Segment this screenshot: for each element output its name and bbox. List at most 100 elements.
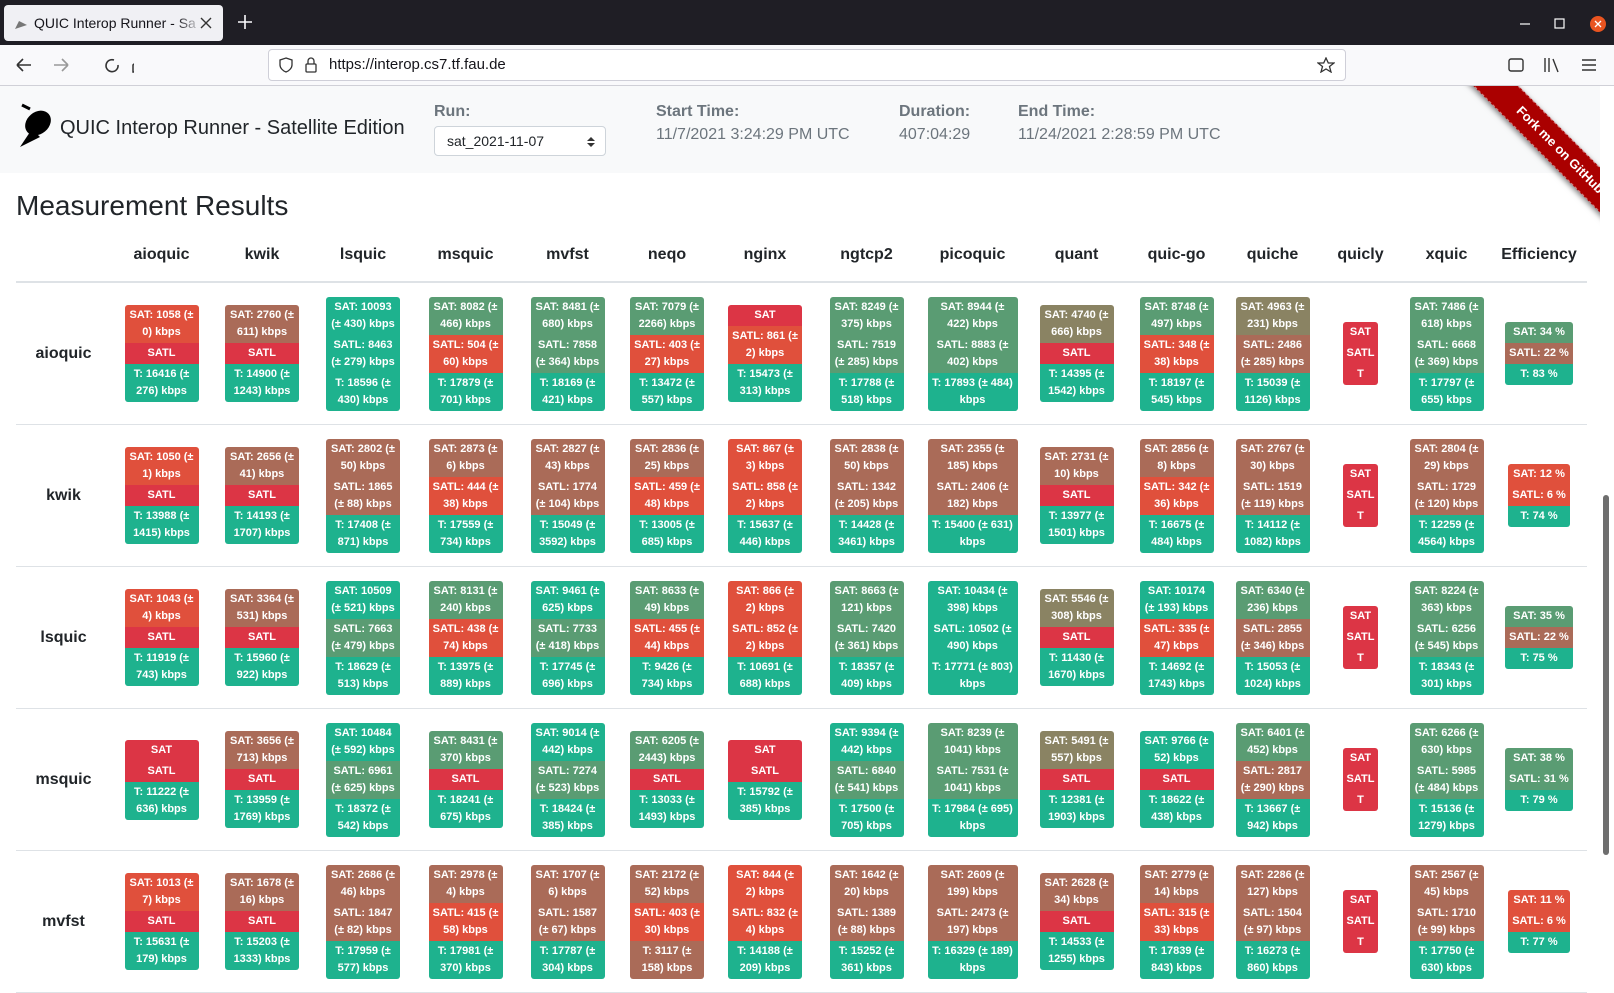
result-cell: SAT: 8431 (± 370) kbps SATL T: 18241 (± 67… [414,709,517,851]
result-badge: SAT: 8748 (± 497) kbps [1139,296,1214,335]
start-label: Start Time: [656,103,740,120]
result-cell: SAT: 8082 (± 466) kbps SATL: 504 (± 60) k… [414,283,517,425]
result-badge: T: 18622 (± 438) kbps [1139,790,1214,828]
result-badge: SAT: 1013 (± 7) kbps [124,873,199,911]
column-header: msquic [414,228,517,283]
badge-group: SAT: 3364 (± 531) kbps SATL T: 15960 (± 92… [225,589,299,686]
badge-group: SAT: 2978 (± 4) kbps SATL: 415 (± 58) kbp… [428,864,503,979]
result-badge: SAT [1342,322,1379,343]
result-badge: SATL: 1342 (± 205) kbps [829,476,904,515]
address-bar[interactable]: https://interop.cs7.tf.fau.de [268,49,1346,81]
result-badge: SATL: 6840 (± 541) kbps [829,760,904,799]
result-badge: SAT: 2767 (± 30) kbps [1235,438,1310,477]
result-cell: SAT: 6266 (± 630) kbps SATL: 5985 (± 484)… [1402,709,1491,851]
bookmark-star[interactable] [1317,57,1335,73]
result-badge: SATL: 6 % [1508,485,1570,506]
result-badge: T: 16329 (± 189) kbps [927,940,1018,979]
badge-group: SAT: 9766 (± 52) kbps SATL T: 18622 (± 438… [1139,731,1214,828]
result-badge: SAT: 8131 (± 240) kbps [428,580,503,619]
run-select[interactable]: sat_2021-11-07 [434,126,606,156]
run-label: Run: [434,103,471,120]
badge-group: SAT: 6340 (± 236) kbps SATL: 2855 (± 346)… [1235,580,1310,695]
badge-group: SAT: 4963 (± 231) kbps SATL: 2486 (± 285)… [1235,296,1310,411]
result-badge: T: 16675 (± 484) kbps [1139,514,1214,553]
result-badge: SATL: 7531 (± 1041) kbps [927,760,1018,799]
result-badge: SAT: 2856 (± 8) kbps [1139,438,1214,477]
badge-group: SAT: 8131 (± 240) kbps SATL: 438 (± 74) k… [428,580,503,695]
badge-group: SAT: 867 (± 3) kbps SATL: 858 (± 2) kbps T… [728,438,802,553]
tab-close[interactable] [200,17,212,29]
column-header: nginx [716,228,814,283]
result-badge: T: 17500 (± 705) kbps [829,798,904,837]
result-badge: SATL: 31 % [1505,769,1573,790]
result-badge: SAT: 10093 (± 430) kbps [326,296,400,335]
result-badge: T: 17788 (± 518) kbps [829,372,904,411]
result-badge: T: 16273 (± 860) kbps [1235,940,1310,979]
badge-group: SAT SATL T [1342,606,1379,669]
result-badge: SAT: 6205 (± 2443) kbps [630,731,704,769]
result-cell: SAT: 2978 (± 4) kbps SATL: 415 (± 58) kbp… [414,851,517,993]
result-badge: SATL [1039,343,1114,364]
badge-group: SAT: 2656 (± 41) kbps SATL T: 14193 (± 170… [225,447,299,544]
result-cell: SAT: 9461 (± 625) kbps SATL: 7733 (± 418)… [517,567,618,709]
badge-group: SAT: 35 % SATL: 22 % T: 75 % [1505,606,1573,669]
result-badge: T: 17797 (± 655) kbps [1409,372,1484,411]
result-badge: T: 17879 (± 701) kbps [428,372,503,411]
result-badge: SAT: 1058 (± 0) kbps [124,305,199,343]
result-badge: T: 79 % [1505,790,1573,811]
nav-buttons[interactable] [14,56,134,74]
result-badge: SAT: 11 % [1508,890,1570,911]
result-badge: SAT: 1678 (± 16) kbps [225,873,299,911]
result-badge: SATL: 1774 (± 104) kbps [530,476,605,515]
result-cell: SAT: 35 % SATL: 22 % T: 75 % [1491,567,1587,709]
result-badge: T: 13667 (± 942) kbps [1235,798,1310,837]
badge-group: SAT: 8239 (± 1041) kbps SATL: 7531 (± 104… [927,722,1018,837]
new-tab[interactable] [238,15,252,29]
badge-group: SAT: 8082 (± 466) kbps SATL: 504 (± 60) k… [428,296,503,411]
row-header: lsquic [40,628,87,646]
result-badge: SAT: 3656 (± 713) kbps [225,731,299,769]
end-value: 11/24/2021 2:28:59 PM UTC [1018,126,1221,143]
result-badge: SAT: 5546 (± 308) kbps [1039,589,1114,627]
result-badge: SATL [225,485,299,506]
result-cell: SAT: 2656 (± 41) kbps SATL T: 14193 (± 170… [212,425,312,567]
column-header: quicly [1319,228,1402,283]
result-badge: SAT: 8082 (± 466) kbps [428,296,503,335]
result-badge: SAT: 10434 (± 398) kbps [927,580,1018,619]
scrollbar[interactable] [1603,495,1609,855]
result-cell: SAT: 1678 (± 16) kbps SATL T: 15203 (± 133… [212,851,312,993]
column-header: mvfst [517,228,618,283]
toolbar-icons[interactable] [1508,56,1598,74]
row-header-cell: lsquic [16,567,111,709]
column-header: lsquic [312,228,414,283]
badge-group: SAT: 8944 (± 422) kbps SATL: 8883 (± 402)… [927,296,1018,411]
result-cell: SAT: 7079 (± 2266) kbps SATL: 403 (± 27) … [618,283,716,425]
result-badge: SAT: 7079 (± 2266) kbps [630,296,704,335]
result-badge: SATL: 342 (± 36) kbps [1139,476,1214,515]
github-ribbon[interactable]: Fork me on GitHub [1467,86,1600,226]
result-badge: T: 15960 (± 922) kbps [225,648,299,686]
result-badge: T: 14428 (± 3461) kbps [829,514,904,553]
result-badge: SAT [1342,890,1379,911]
result-badge: SAT: 1707 (± 6) kbps [530,864,605,903]
result-badge: SAT [728,305,802,326]
result-badge: SATL: 2486 (± 285) kbps [1235,334,1310,373]
result-badge: T: 13005 (± 685) kbps [630,514,704,553]
result-badge: T [1342,932,1379,953]
window-controls[interactable] [1520,16,1610,32]
result-cell: SAT SATL T [1319,851,1402,993]
badge-group: SAT: 10509 (± 521) kbps SATL: 7663 (± 479… [326,580,400,695]
result-cell: SAT: 10174 (± 193) kbps SATL: 335 (± 47) … [1127,567,1226,709]
result-cell: SAT: 1642 (± 20) kbps SATL: 1389 (± 88) k… [814,851,919,993]
result-badge: SATL: 315 (± 33) kbps [1139,902,1214,941]
result-badge: SAT: 6340 (± 236) kbps [1235,580,1310,619]
result-badge: SATL: 415 (± 58) kbps [428,902,503,941]
badge-group: SAT: 8633 (± 49) kbps SATL: 455 (± 44) kb… [630,580,704,695]
badge-group: SAT: 1678 (± 16) kbps SATL T: 15203 (± 133… [225,873,299,970]
browser-tab[interactable]: QUIC Interop Runner - Sa [4,5,223,41]
result-badge: SATL: 832 (± 4) kbps [728,902,802,941]
badge-group: SAT: 6205 (± 2443) kbps SATL T: 13033 (± 1… [630,731,704,828]
badge-group: SAT: 2172 (± 52) kbps SATL: 403 (± 30) kb… [630,864,704,979]
badge-group: SAT: 2873 (± 6) kbps SATL: 444 (± 38) kbp… [428,438,503,553]
result-badge: SATL: 22 % [1505,343,1573,364]
